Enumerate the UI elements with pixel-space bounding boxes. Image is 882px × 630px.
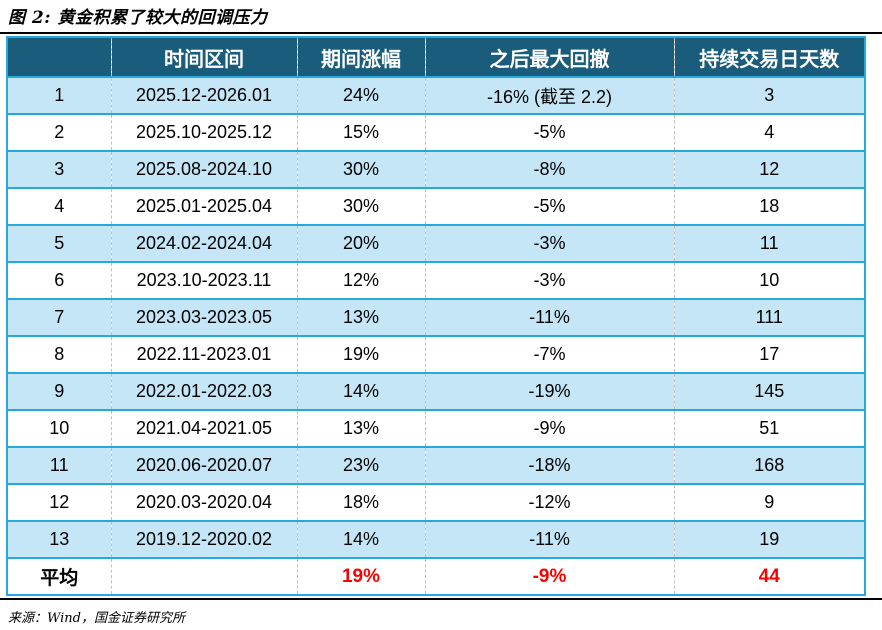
cell-index: 12 xyxy=(7,483,112,521)
cell-days: 10 xyxy=(674,261,865,299)
cell-drawdown: -3% xyxy=(425,224,675,262)
cell-index: 10 xyxy=(7,409,112,447)
cell-gain: 18% xyxy=(297,483,426,521)
source-note: 来源：Wind，国金证券研究所 xyxy=(8,611,185,626)
cell-drawdown: -7% xyxy=(425,335,675,373)
cell-days: 11 xyxy=(674,224,865,262)
figure-title: 图 2: 黄金积累了较大的回调压力 xyxy=(8,8,268,28)
cell-days: 19 xyxy=(674,520,865,558)
table-row: 12 2020.03-2020.04 18% -12% 9 xyxy=(7,483,865,521)
cell-gain: 12% xyxy=(297,261,426,299)
table-row: 2 2025.10-2025.12 15% -5% 4 xyxy=(7,113,865,151)
col-header-period: 时间区间 xyxy=(111,36,298,77)
cell-gain: 14% xyxy=(297,520,426,558)
cell-drawdown: -12% xyxy=(425,483,675,521)
cell-days: 12 xyxy=(674,150,865,188)
cell-days: 18 xyxy=(674,187,865,225)
cell-drawdown: -11% xyxy=(425,520,675,558)
cell-gain: 30% xyxy=(297,150,426,188)
cell-drawdown: -5% xyxy=(425,187,675,225)
cell-gain: 30% xyxy=(297,187,426,225)
cell-index: 9 xyxy=(7,372,112,410)
average-gain-cell: 19% xyxy=(297,557,426,595)
table-row: 7 2023.03-2023.05 13% -11% 111 xyxy=(7,298,865,336)
col-header-index xyxy=(7,36,112,77)
cell-period: 2020.06-2020.07 xyxy=(111,446,298,484)
cell-drawdown: -11% xyxy=(425,298,675,336)
cell-period: 2019.12-2020.02 xyxy=(111,520,298,558)
bottom-divider-line xyxy=(0,598,882,600)
cell-drawdown: -18% xyxy=(425,446,675,484)
cell-period: 2022.11-2023.01 xyxy=(111,335,298,373)
cell-period: 2020.03-2020.04 xyxy=(111,483,298,521)
table-row: 3 2025.08-2024.10 30% -8% 12 xyxy=(7,150,865,188)
cell-drawdown: -3% xyxy=(425,261,675,299)
cell-gain: 24% xyxy=(297,76,426,114)
cell-drawdown: -19% xyxy=(425,372,675,410)
table-body: 1 2025.12-2026.01 24% -16% (截至 2.2) 3 2 2025.1… xyxy=(7,76,865,558)
cell-index: 3 xyxy=(7,150,112,188)
cell-period: 2025.08-2024.10 xyxy=(111,150,298,188)
cell-index: 7 xyxy=(7,298,112,336)
table-row: 6 2023.10-2023.11 12% -3% 10 xyxy=(7,261,865,299)
cell-days: 3 xyxy=(674,76,865,114)
cell-index: 13 xyxy=(7,520,112,558)
cell-gain: 15% xyxy=(297,113,426,151)
cell-days: 168 xyxy=(674,446,865,484)
cell-days: 111 xyxy=(674,298,865,336)
cell-period: 2023.10-2023.11 xyxy=(111,261,298,299)
cell-index: 4 xyxy=(7,187,112,225)
cell-gain: 13% xyxy=(297,409,426,447)
cell-drawdown: -16% (截至 2.2) xyxy=(425,76,675,114)
table-row: 4 2025.01-2025.04 30% -5% 18 xyxy=(7,187,865,225)
cell-days: 145 xyxy=(674,372,865,410)
cell-gain: 19% xyxy=(297,335,426,373)
cell-gain: 13% xyxy=(297,298,426,336)
cell-days: 4 xyxy=(674,113,865,151)
cell-period: 2021.04-2021.05 xyxy=(111,409,298,447)
table-row: 9 2022.01-2022.03 14% -19% 145 xyxy=(7,372,865,410)
col-header-gain: 期间涨幅 xyxy=(297,36,426,77)
cell-index: 1 xyxy=(7,76,112,114)
cell-gain: 20% xyxy=(297,224,426,262)
table-row: 8 2022.11-2023.01 19% -7% 17 xyxy=(7,335,865,373)
table-row: 13 2019.12-2020.02 14% -11% 19 xyxy=(7,520,865,558)
average-days-cell: 44 xyxy=(674,557,865,595)
cell-period: 2025.01-2025.04 xyxy=(111,187,298,225)
cell-days: 51 xyxy=(674,409,865,447)
cell-period: 2024.02-2024.04 xyxy=(111,224,298,262)
average-label: 平均 xyxy=(7,557,112,595)
cell-gain: 14% xyxy=(297,372,426,410)
cell-index: 11 xyxy=(7,446,112,484)
cell-index: 6 xyxy=(7,261,112,299)
table-row: 1 2025.12-2026.01 24% -16% (截至 2.2) 3 xyxy=(7,76,865,114)
cell-period: 2025.12-2026.01 xyxy=(111,76,298,114)
cell-period: 2023.03-2023.05 xyxy=(111,298,298,336)
gold-pullback-table: 时间区间 期间涨幅 之后最大回撤 持续交易日天数 1 2025.12-2026.0… xyxy=(6,36,866,596)
average-drawdown-cell: -9% xyxy=(425,557,675,595)
top-divider-line xyxy=(0,32,882,34)
cell-days: 17 xyxy=(674,335,865,373)
cell-index: 8 xyxy=(7,335,112,373)
average-row: 平均 19% -9% 44 xyxy=(7,557,865,595)
cell-drawdown: -8% xyxy=(425,150,675,188)
cell-days: 9 xyxy=(674,483,865,521)
average-period-cell xyxy=(111,557,298,595)
cell-drawdown: -5% xyxy=(425,113,675,151)
col-header-days: 持续交易日天数 xyxy=(674,36,865,77)
cell-drawdown: -9% xyxy=(425,409,675,447)
table-row: 10 2021.04-2021.05 13% -9% 51 xyxy=(7,409,865,447)
col-header-drawdown: 之后最大回撤 xyxy=(425,36,675,77)
cell-index: 2 xyxy=(7,113,112,151)
cell-period: 2022.01-2022.03 xyxy=(111,372,298,410)
table-row: 11 2020.06-2020.07 23% -18% 168 xyxy=(7,446,865,484)
cell-period: 2025.10-2025.12 xyxy=(111,113,298,151)
cell-gain: 23% xyxy=(297,446,426,484)
cell-index: 5 xyxy=(7,224,112,262)
table-row: 5 2024.02-2024.04 20% -3% 11 xyxy=(7,224,865,262)
header-row: 时间区间 期间涨幅 之后最大回撤 持续交易日天数 xyxy=(7,36,865,77)
